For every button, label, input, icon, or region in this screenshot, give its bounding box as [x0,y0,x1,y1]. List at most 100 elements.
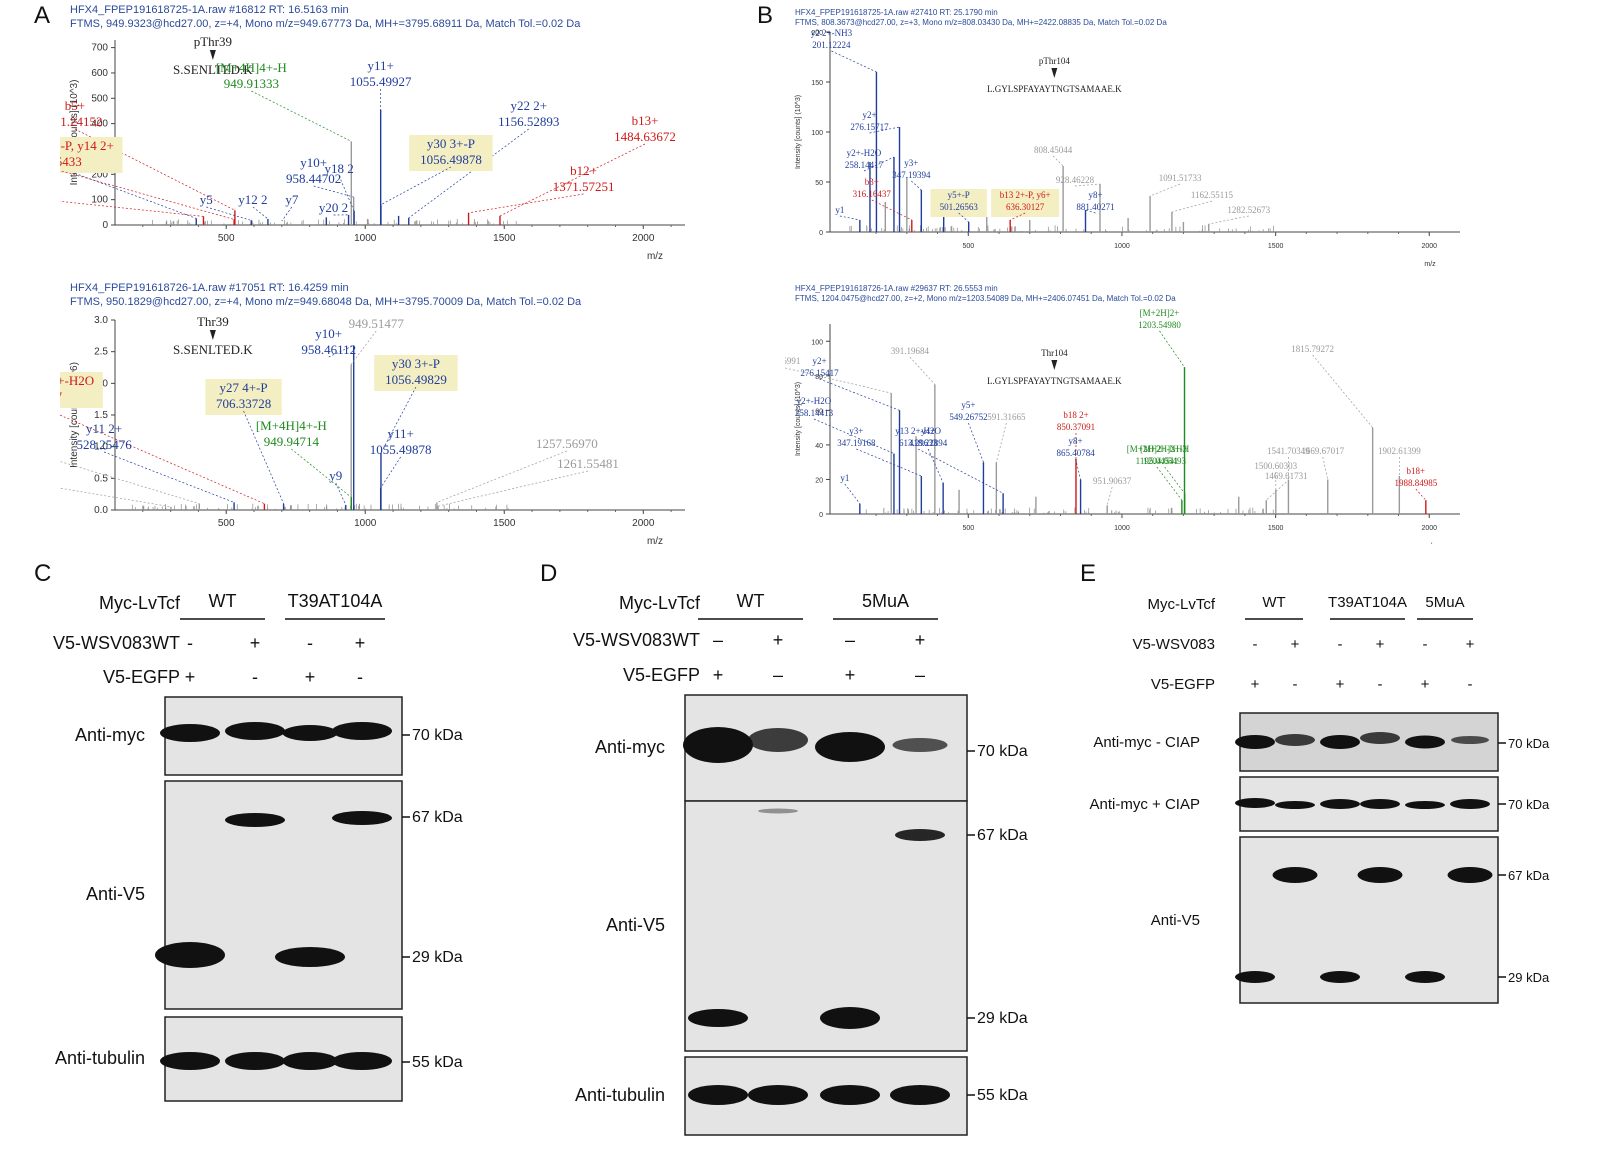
blot-treatment-label: V5-WSV083 [1132,636,1215,653]
blot-group-label: 5MuA [1425,594,1464,611]
blot-treatment-label: V5-WSV083WT [53,633,180,653]
size-marker-label: 67 kDa [977,827,1028,844]
annotation-leader-line [1085,209,1096,214]
y-tick-label: 20 [815,477,823,484]
x-tick-label: 2000 [632,233,655,244]
blot-group-label: T39AT104A [288,591,383,611]
y-tick-label: 600 [91,68,108,79]
peak-ion-label: y4+ [921,426,935,436]
site-arrow-icon [209,330,216,340]
blot-d: Myc-LvTcf WT 5MuA V5-WSV083WT – + – + V5-EGFP + – +… [520,585,1060,1145]
peak-mz-label: 418.22894 [909,438,948,448]
peak-mz-label: 528.25433 [60,154,82,169]
blot-group-label: T39AT104A [1328,594,1407,611]
peak-ion-label: y5 [200,192,213,207]
spectrum-b-top: 0 50 100 150 200 500 1000 1500 2000 m/z Intensity … [795,28,1460,268]
blot-treatment-value: + [250,633,261,653]
spectrum-a-bottom-header-2: FTMS, 950.1829@hcd27.00, z=+4, Mono m/z=… [70,296,582,308]
annotation-leader-line [60,170,235,220]
blot-header-label: Myc-LvTcf [619,593,701,613]
peak-ion-label: b3+ [865,177,879,187]
blot-antibody-label: Anti-tubulin [55,1048,145,1068]
peak-ion-label: y27 4+-P [220,380,268,395]
peak-ion-label: y2+-H2O [847,148,882,158]
peak-ion-label: y8+ [1069,436,1083,446]
annotation-leader-line [911,180,922,191]
protein-band [332,722,392,740]
blot-treatment-value: - [187,633,193,653]
blot-treatment-value: + [1466,636,1475,653]
peptide-sequence: L.GYLSPFAYAYTNGTSAMAAE.K [987,84,1122,94]
peak-ion-label: y11+ [367,58,393,73]
peak-mz-label: 1195.04541 [1136,456,1178,466]
annotation-highlight [930,189,987,217]
spectrum-b-top-header-1: HFX4_FPEP191618725-1A.raw #27410 RT: 25.… [795,8,998,17]
peak-mz-label: 1500.60303 [1254,461,1297,471]
blot-treatment-value: + [845,665,856,685]
peak-mz-label: 706.33728 [216,396,271,411]
peak-ion-label: y11 2+ [86,421,122,436]
size-marker-label: 70 kDa [412,727,463,744]
blot-treatment-value: + [305,667,316,687]
protein-band [688,1009,748,1027]
blot-group-label: 5MuA [862,591,909,611]
peak-ion-label: y3+ [904,158,918,168]
x-axis-label: m/z [647,251,663,262]
blot-treatment-value: + [915,630,926,650]
x-axis-label: m/z [1424,261,1436,268]
annotation-leader-line [468,193,584,214]
annotation-leader-line [251,90,352,142]
peak-mz-label: 1257.56970 [536,436,598,451]
peptide-sequence: L.GYLSPFAYAYTNGTSAMAAE.K [987,376,1122,386]
spectrum-a-bottom: 0.00.51.01.52.02.53.0500100015002000m/zI… [60,314,685,547]
peak-ion-label: [M+4H]4+-H [216,60,287,75]
peak-ion-label: y10+ [315,326,342,341]
site-arrow-icon [1051,68,1058,78]
peak-mz-label: 1055.49927 [350,74,412,89]
blot-antibody-label: Anti-V5 [1151,912,1200,929]
protein-band [1275,734,1315,746]
x-tick-label: 2000 [1421,243,1437,250]
panel-letter-c: C [34,560,52,587]
protein-band [275,947,345,967]
x-tick-label: 2000 [1421,525,1437,532]
peak-ion-label: [M+2H]2+ [1140,308,1180,318]
annotation-leader-line [291,448,352,498]
y-tick-label: 500 [91,93,108,104]
y-tick-label: 0 [102,220,108,231]
annotation-leader-line [831,50,877,73]
size-marker-label: 29 kDa [977,1010,1028,1027]
x-axis-label: m/z [647,536,663,547]
blot-treatment-value: + [1336,676,1345,693]
annotation-leader-line [60,414,265,504]
x-tick-label: 1500 [1268,243,1284,250]
peak-ion-label: b18+ [1407,466,1426,476]
x-tick-label: 1500 [493,518,516,529]
peak-ion-label: y13 2+-H2O [895,426,941,436]
blot-treatment-value: - [1253,636,1258,653]
annotation-leader-line [1415,488,1427,501]
y-tick-label: 80 [815,374,823,381]
peak-mz-label: 1815.79272 [1291,344,1334,354]
peak-mz-label: 1056.49829 [385,372,447,387]
peak-mz-label: 865.40784 [1056,448,1095,458]
peak-ion-label: [M+4H]4+-H [256,418,327,433]
peak-mz-label: 949.91333 [224,76,279,91]
annotation-leader-line [785,367,892,394]
panel-letter-e: E [1080,560,1097,587]
y-tick-label: 100 [811,130,823,137]
peak-ion-label: [M+2H]2+-NH3 [1127,444,1188,454]
annotation-leader-line [335,482,347,506]
protein-band [1360,732,1400,744]
annotation-leader-line [408,128,529,219]
peak-mz-label: 391.19684 [891,346,930,356]
blot-treatment-value: + [713,665,724,685]
protein-band [332,811,392,825]
panel-letter-b: B [757,2,774,29]
peak-mz-label: 591.31665 [987,412,1026,422]
annotation-leader-line [1312,354,1373,428]
annotation-leader-line [839,215,860,221]
peak-ion-label: y1 [840,473,849,483]
y-tick-label: 150 [811,80,823,87]
